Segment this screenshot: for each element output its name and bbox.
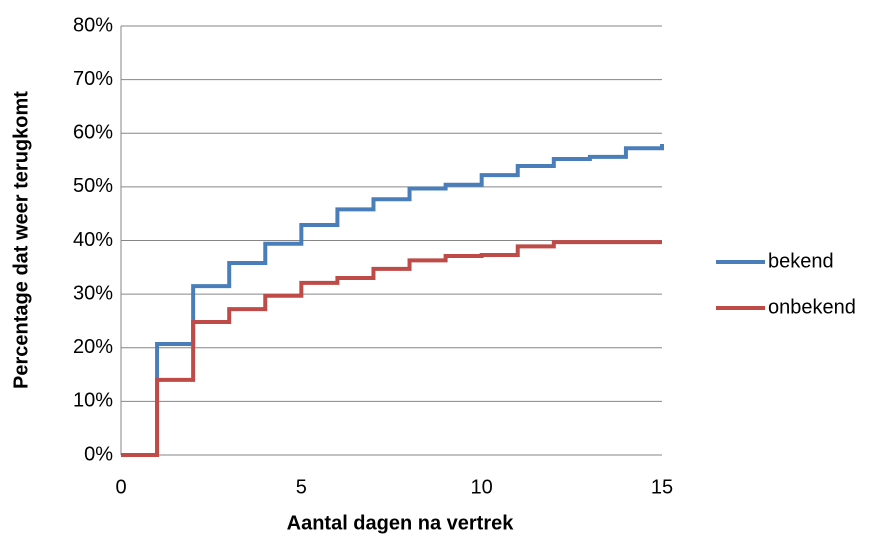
legend-label: bekend [768,250,834,272]
y-tick-label: 0% [84,443,113,465]
x-axis-title: Aantal dagen na vertrek [287,512,515,534]
y-tick-label: 70% [73,68,113,90]
y-tick-label: 40% [73,229,113,251]
series-line [121,240,662,457]
y-tick-label: 80% [73,14,113,36]
legend-label: onbekend [768,296,856,318]
y-tick-label: 20% [73,336,113,358]
y-axis-title: Percentage dat weer terugkomt [10,91,32,389]
x-tick-label: 15 [651,476,673,498]
y-tick-label: 30% [73,282,113,304]
y-tick-label: 10% [73,390,113,412]
series-line [121,143,664,457]
x-tick-label: 5 [296,476,307,498]
x-tick-label: 0 [115,476,126,498]
y-tick-label: 50% [73,175,113,197]
y-tick-label: 60% [73,122,113,144]
x-tick-label: 10 [471,476,493,498]
